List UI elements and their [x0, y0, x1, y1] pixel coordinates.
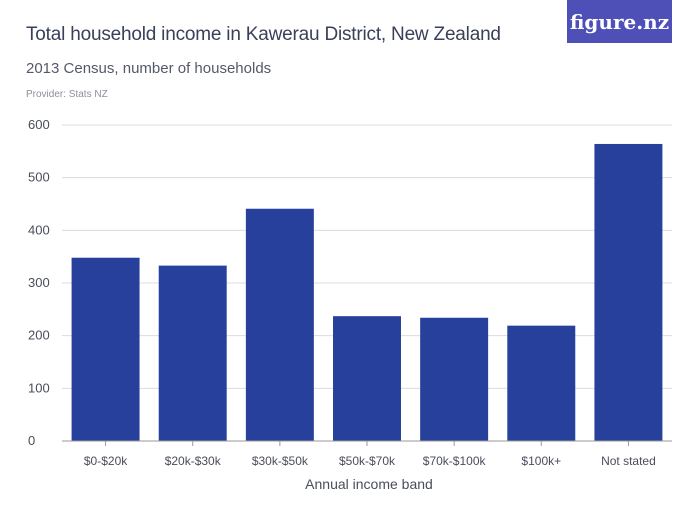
- y-tick-label: 400: [28, 222, 50, 237]
- x-tick-label: $70k-$100k: [423, 454, 487, 468]
- y-tick-label: 300: [28, 275, 50, 290]
- x-tick-label: $100k+: [521, 454, 561, 468]
- bar: [71, 257, 140, 441]
- x-axis-ticks: $0-$20k $20k-$30k $30k-$50k $50k-$70k $70k-$…: [84, 441, 656, 468]
- logo-text: figure.nz: [569, 9, 670, 34]
- y-tick-label: 0: [28, 433, 35, 448]
- y-tick-label: 100: [28, 380, 50, 395]
- x-tick-label: $20k-$30k: [165, 454, 222, 468]
- chart-title: Total household income in Kawerau Distri…: [26, 24, 501, 45]
- bar: [245, 208, 314, 441]
- bar: [594, 143, 663, 441]
- chart-subtitle: 2013 Census, number of households: [26, 60, 272, 77]
- bars: [71, 143, 663, 441]
- y-tick-label: 600: [28, 117, 50, 132]
- bar: [420, 317, 489, 441]
- y-tick-label: 500: [28, 170, 50, 185]
- figure-nz-logo[interactable]: figure.nz: [567, 0, 672, 43]
- provider-note: Provider: Stats NZ: [26, 89, 108, 100]
- y-axis-ticks: 0 100 200 300 400 500 600: [28, 117, 50, 448]
- x-tick-label: $0-$20k: [84, 454, 128, 468]
- x-tick-label: Not stated: [601, 454, 656, 468]
- x-axis-label: Annual income band: [305, 476, 433, 492]
- x-tick-label: $50k-$70k: [339, 454, 396, 468]
- x-tick-label: $30k-$50k: [252, 454, 309, 468]
- bar: [158, 265, 227, 441]
- y-tick-label: 200: [28, 328, 50, 343]
- bar: [507, 325, 576, 441]
- bar: [333, 316, 401, 441]
